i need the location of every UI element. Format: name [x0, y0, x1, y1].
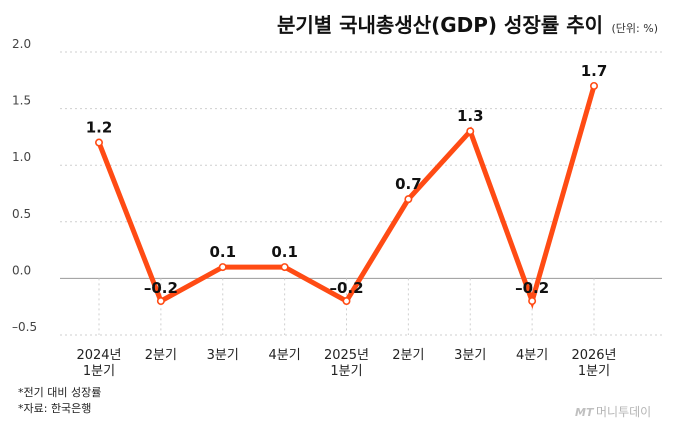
data-label: 0.1	[271, 243, 298, 261]
x-tick-label: 2분기	[145, 348, 177, 363]
data-point	[156, 297, 165, 306]
data-point	[466, 127, 475, 136]
footnote-source: *자료: 한국은행	[18, 402, 91, 415]
data-label: –0.2	[329, 279, 363, 297]
data-label: 0.7	[395, 175, 422, 193]
data-point	[280, 263, 289, 272]
y-tick-label: –0.5	[12, 320, 37, 334]
data-label: –0.2	[515, 279, 549, 297]
label-layer: 1.2 –0.2 0.1 0.1 –0.2 0.7 1.3 –0.2 1.7	[86, 62, 608, 297]
y-tick-label: 0.0	[12, 263, 31, 277]
series-layer	[95, 81, 598, 310]
series-line	[96, 83, 597, 310]
data-point	[218, 263, 227, 272]
watermark-text: 머니투데이	[596, 405, 651, 419]
x-tick-label: 1분기	[83, 364, 115, 379]
watermark: MT 머니투데이	[575, 405, 651, 419]
x-tick-label: 2026년	[571, 348, 616, 363]
data-point	[589, 81, 598, 90]
x-tick-label: 4분기	[269, 348, 301, 363]
unit-label: (단위: %)	[612, 22, 658, 35]
chart-title: 분기별 국내총생산(GDP) 성장률 추이	[277, 13, 603, 37]
x-tick-label: 3분기	[207, 348, 239, 363]
data-label: 1.7	[581, 62, 608, 80]
x-tick-label: 1분기	[578, 364, 610, 379]
y-tick-label: 0.5	[12, 207, 31, 221]
x-tick-label: 2분기	[392, 348, 424, 363]
data-point	[95, 138, 104, 147]
footnote-basis: *전기 대비 성장률	[18, 386, 101, 399]
data-label: 1.3	[457, 107, 484, 125]
x-tick-label: 2024년	[76, 348, 121, 363]
x-tick-label: 2025년	[324, 348, 369, 363]
data-label: –0.2	[144, 279, 178, 297]
data-point	[404, 195, 413, 204]
x-tick-label: 3분기	[454, 348, 486, 363]
x-tick-label: 4분기	[516, 348, 548, 363]
data-label: 1.2	[86, 119, 113, 137]
watermark-mark: MT	[575, 406, 595, 419]
data-point	[342, 297, 351, 306]
y-tick-label: 2.0	[12, 37, 31, 51]
y-tick-label: 1.5	[12, 94, 31, 108]
data-label: 0.1	[209, 243, 236, 261]
y-tick-label: 1.0	[12, 150, 31, 164]
x-tick-label: 1분기	[330, 364, 362, 379]
data-point	[528, 297, 537, 306]
